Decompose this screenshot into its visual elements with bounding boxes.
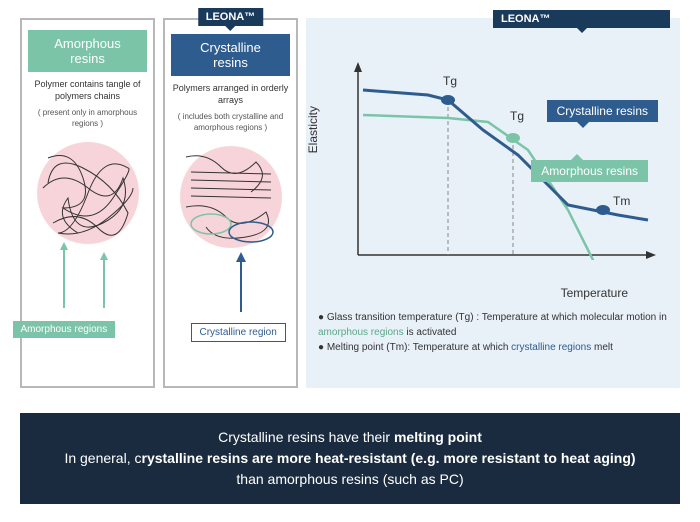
legend-2-hl: crystalline regions — [511, 342, 591, 353]
crystalline-header: Crystalline resins — [171, 34, 290, 76]
crystalline-tangle: Crystalline region — [176, 142, 286, 252]
crystalline-callout: Crystalline resins — [547, 100, 658, 122]
amorphous-header: Amorphous resins — [28, 30, 147, 72]
legend-2-post: melt — [591, 342, 613, 353]
banner-line-1: Crystalline resins have their melting po… — [50, 427, 650, 448]
b1-pre: Crystalline resins have their — [218, 429, 394, 445]
crystalline-panel: LEONA™ Crystalline resins Polymers arran… — [163, 18, 298, 388]
amorphous-region-label: Amorphous regions — [13, 321, 116, 338]
chart-panel: LEONA™ Elasticity — [306, 18, 680, 388]
legend-1-pre: Glass transition temperature (Tg) : Temp… — [327, 312, 667, 323]
y-axis-label: Elasticity — [306, 106, 320, 153]
legend-line-2: ● Melting point (Tm): Temperature at whi… — [318, 340, 668, 355]
amorphous-callout: Amorphous resins — [531, 160, 648, 182]
amorphous-panel: Amorphous resins Polymer contains tangle… — [20, 18, 155, 388]
ordered-svg — [176, 142, 286, 252]
amorphous-paren: ( present only in amorphous regions ) — [22, 105, 153, 132]
tangle-svg — [33, 138, 143, 248]
x-axis-label: Temperature — [561, 286, 628, 300]
legend-1-hl: amorphous regions — [318, 327, 404, 338]
tg-label-1: Tg — [443, 74, 457, 88]
banner-line-2: In general, crystalline resins are more … — [50, 448, 650, 490]
crystalline-paren: ( includes both crystalline and amorphou… — [165, 109, 296, 136]
arrow-icon — [226, 252, 256, 312]
arrow-icon — [63, 248, 65, 308]
leona-badge: LEONA™ — [198, 8, 264, 26]
tg-label-2: Tg — [510, 109, 524, 123]
legend-1-post: is activated — [404, 327, 457, 338]
b1-bold: melting point — [394, 429, 482, 445]
crystalline-region-label: Crystalline region — [191, 323, 286, 342]
legend-2-pre: Melting point (Tm): Temperature at which — [327, 342, 511, 353]
amorphous-desc: Polymer contains tangle of polymers chai… — [22, 76, 153, 105]
top-row: Amorphous resins Polymer contains tangle… — [20, 18, 680, 388]
b2-bold: rystalline resins are more heat-resistan… — [142, 450, 636, 466]
b2-post: than amorphous resins (such as PC) — [236, 471, 463, 487]
summary-banner: Crystalline resins have their melting po… — [20, 413, 680, 504]
tm-label: Tm — [613, 194, 630, 208]
amorphous-tangle: Amorphous regions — [33, 138, 143, 248]
b2-pre: In general, c — [64, 450, 141, 466]
crystalline-desc: Polymers arranged in orderly arrays — [165, 80, 296, 109]
main-container: Amorphous resins Polymer contains tangle… — [0, 0, 700, 522]
legend-line-1: ● Glass transition temperature (Tg) : Te… — [318, 310, 668, 340]
chart-legend: ● Glass transition temperature (Tg) : Te… — [318, 310, 668, 355]
leona-badge-chart: LEONA™ — [493, 10, 670, 28]
chart-area: Elasticity — [318, 60, 668, 280]
arrow-icon — [103, 258, 105, 308]
